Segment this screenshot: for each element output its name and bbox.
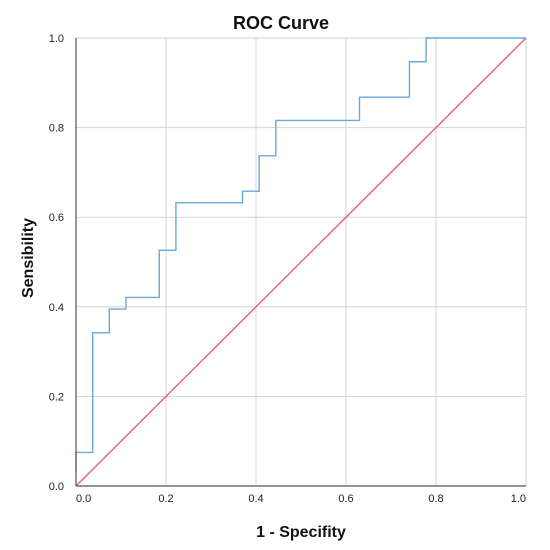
x-tick-label: 0.0 (76, 493, 91, 505)
tick-labels: 0.0 0.2 0.4 0.6 0.8 1.0 0.0 0.2 0.4 0.6 0.8 1.0 (49, 33, 526, 505)
axes (75, 38, 526, 487)
y-tick-label: 0.8 (49, 123, 64, 135)
y-tick-label: 0.6 (49, 212, 64, 224)
x-axis-label: 1 - Specifity (256, 524, 346, 541)
series-layer (75, 37, 527, 487)
x-tick-label: 0.2 (158, 493, 173, 505)
x-tick-label: 1.0 (511, 493, 526, 505)
y-tick-label: 0.2 (49, 391, 64, 403)
x-tick-label: 0.6 (338, 493, 353, 505)
y-axis-label: Sensibility (20, 218, 37, 298)
y-tick-label: 0.0 (49, 481, 64, 493)
x-tick-label: 0.8 (428, 493, 443, 505)
reference-diagonal-line (75, 37, 527, 487)
roc-curve-line (75, 37, 526, 473)
x-tick-label: 0.4 (248, 493, 263, 505)
grid (76, 38, 526, 486)
chart-title: ROC Curve (233, 13, 329, 33)
y-tick-label: 1.0 (49, 33, 64, 45)
y-tick-label: 0.4 (49, 302, 64, 314)
